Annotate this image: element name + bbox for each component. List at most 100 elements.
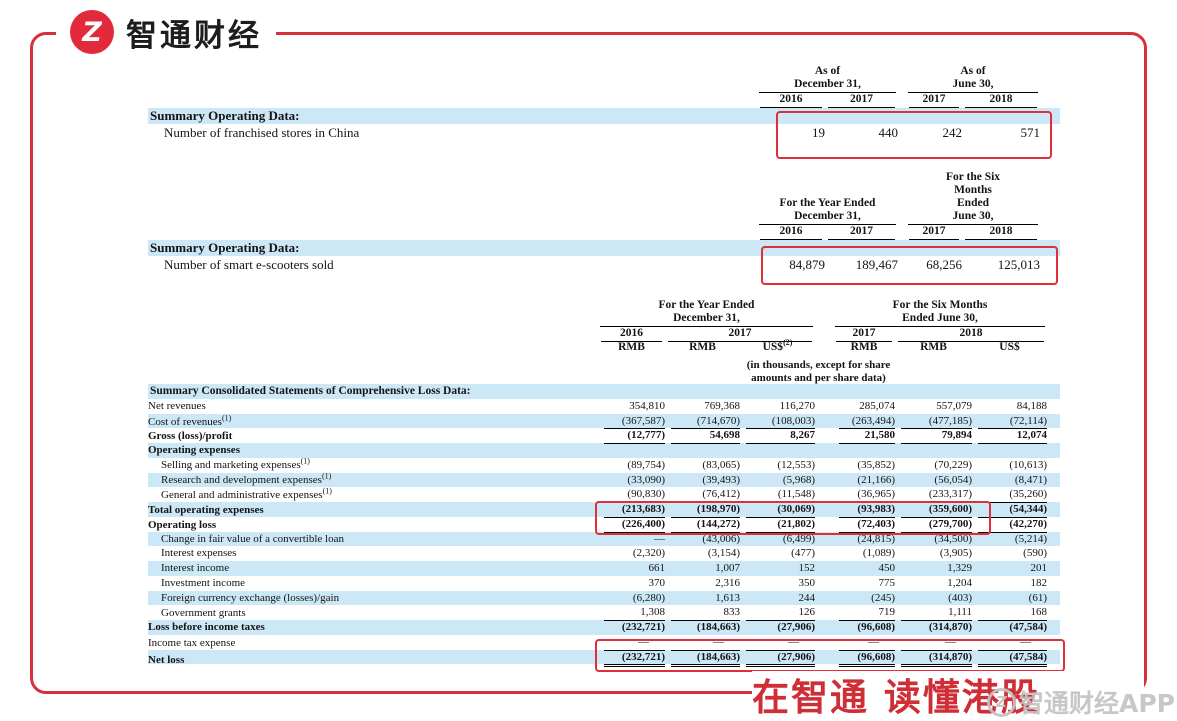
- cell-value: (70,229): [934, 458, 972, 471]
- brand-name: 智通财经: [126, 17, 262, 54]
- section-title: Summary Consolidated Statements of Compr…: [148, 384, 1060, 399]
- year-header: 2016: [760, 225, 822, 240]
- year-header: 2017: [828, 93, 895, 108]
- cell-value: 285,074: [859, 399, 895, 412]
- cell-value: (35,260): [978, 487, 1047, 503]
- cell-value: 1,204: [947, 576, 972, 589]
- cell-value: (714,670): [671, 414, 740, 430]
- header-years: 2016 2017 2017 2018: [148, 225, 1060, 240]
- table-row: Operating expenses: [148, 443, 1060, 458]
- cell-value: (12,553): [777, 458, 815, 471]
- table-row: Interest income 661 1,007 152 450 1,329 201: [148, 561, 1060, 576]
- cell-value: (367,587): [604, 414, 665, 430]
- cell-value: (83,065): [702, 458, 740, 471]
- cell-value: (33,090): [627, 473, 665, 486]
- cell-value: (72,403): [839, 517, 895, 533]
- currency-header: US$(2): [762, 338, 793, 353]
- cell-value: (233,317): [901, 487, 972, 503]
- cell-value: (3,154): [707, 547, 740, 560]
- row-label: Investment income: [161, 576, 246, 589]
- cell-value: —: [978, 635, 1047, 651]
- table-row: Number of franchised stores in China 19 44…: [148, 124, 1060, 141]
- year-header: 2016: [601, 327, 662, 342]
- cell-value: 769,368: [704, 399, 740, 412]
- cell-value: (11,548): [746, 487, 815, 503]
- red-frame-border: [30, 32, 1147, 694]
- cell-value: —: [671, 635, 740, 651]
- cell-value: (24,815): [857, 532, 895, 545]
- cell-value: (27,906): [777, 621, 815, 633]
- table-row: Operating loss (226,400) (144,272) (21,802)…: [148, 517, 1060, 533]
- year-header: 2017: [836, 327, 892, 342]
- cell-value: —: [901, 635, 972, 651]
- cell-value: (34,500): [934, 532, 972, 545]
- table-row: Gross (loss)/profit (12,777) 54,698 8,267 21…: [148, 428, 1060, 444]
- row-label: Foreign currency exchange (losses)/gain: [161, 591, 340, 604]
- cell-value: (56,054): [934, 473, 972, 486]
- cell-value: (27,906): [746, 650, 815, 668]
- comprehensive-loss-table: For the Year Ended December 31, For the S…: [148, 296, 1060, 668]
- table-row: Total operating expenses (213,683) (198,97…: [148, 502, 1060, 518]
- footer: 在智通 读懂港股: [752, 671, 1144, 719]
- cell-value: (403): [948, 591, 972, 604]
- cell-value: (43,006): [702, 532, 740, 545]
- zhitong-logo: Z 智通财经: [56, 6, 276, 58]
- table-row: General and administrative expenses(1) (9…: [148, 486, 1060, 503]
- cell-value: (213,683): [604, 502, 665, 518]
- cell-value: 84,879: [789, 256, 825, 272]
- section-title: Summary Operating Data:: [148, 240, 1060, 256]
- cell-value: (144,272): [671, 517, 740, 533]
- table-row: Change in fair value of a convertible lo…: [148, 531, 1060, 547]
- cell-value: (245): [871, 591, 895, 604]
- footnote-ref: (2): [783, 338, 793, 348]
- header-groups: For the Year Ended December 31, For the S…: [148, 296, 1060, 327]
- cell-value: (1,089): [862, 547, 895, 560]
- header-note: (in thousands, except for share amounts …: [148, 354, 1060, 384]
- cell-value: (5,968): [782, 473, 815, 486]
- cell-value: 1,007: [715, 562, 740, 574]
- footnote-ref: (1): [322, 486, 332, 496]
- row-label: Total operating expenses: [148, 504, 264, 516]
- cell-value: 661: [648, 562, 666, 574]
- cell-value: (96,608): [839, 650, 895, 668]
- cell-value: 12,074: [978, 428, 1047, 444]
- cell-value: (21,166): [857, 473, 895, 486]
- cell-value: (96,608): [857, 621, 895, 633]
- cell-value: (36,965): [839, 487, 895, 503]
- cell-value: —: [746, 635, 815, 651]
- cell-value: (90,830): [604, 487, 665, 503]
- cell-value: 125,013: [997, 256, 1040, 272]
- cell-value: 189,467: [855, 256, 898, 272]
- row-label: Selling and marketing expenses(1): [161, 456, 310, 471]
- cell-value: 54,698: [671, 428, 740, 444]
- cell-value: 440: [878, 124, 899, 140]
- table-row: Government grants 1,308 833 126 719 1,111 168: [148, 605, 1060, 621]
- table-row: Cost of revenues(1) (367,587) (714,670) (10…: [148, 412, 1060, 430]
- cell-value: (232,721): [621, 621, 665, 633]
- row-label: Government grants: [161, 607, 246, 620]
- cell-value: 350: [798, 576, 816, 589]
- cell-value: 201: [1030, 562, 1048, 574]
- cell-value: 8,267: [746, 428, 815, 444]
- franchised-stores-table: As of December 31, As of June 30, 2016 2017…: [148, 60, 1060, 141]
- cell-value: 1,613: [715, 591, 740, 604]
- cell-value: (477,185): [901, 414, 972, 430]
- year-header: 2018: [965, 225, 1037, 240]
- row-label: Research and development expenses(1): [161, 470, 332, 486]
- table-row: Number of smart e-scooters sold 84,879 189…: [148, 256, 1060, 274]
- row-label: Operating expenses: [148, 444, 240, 456]
- cell-value: (42,270): [978, 517, 1047, 533]
- cell-value: 1,308: [604, 605, 665, 621]
- cell-value: 19: [812, 124, 825, 140]
- table-row: Foreign currency exchange (losses)/gain (…: [148, 590, 1060, 606]
- year-header: 2016: [760, 93, 822, 108]
- cell-value: (3,905): [939, 547, 972, 560]
- footnote-ref: (1): [221, 412, 232, 422]
- cell-value: 557,079: [936, 399, 972, 412]
- cell-value: 152: [798, 562, 816, 574]
- row-label: General and administrative expenses(1): [161, 486, 332, 502]
- year-header: 2017: [668, 327, 812, 342]
- cell-value: 21,580: [839, 428, 895, 444]
- cell-value: 126: [746, 605, 815, 621]
- header-years: 2016 2017 2017 2018: [148, 327, 1060, 342]
